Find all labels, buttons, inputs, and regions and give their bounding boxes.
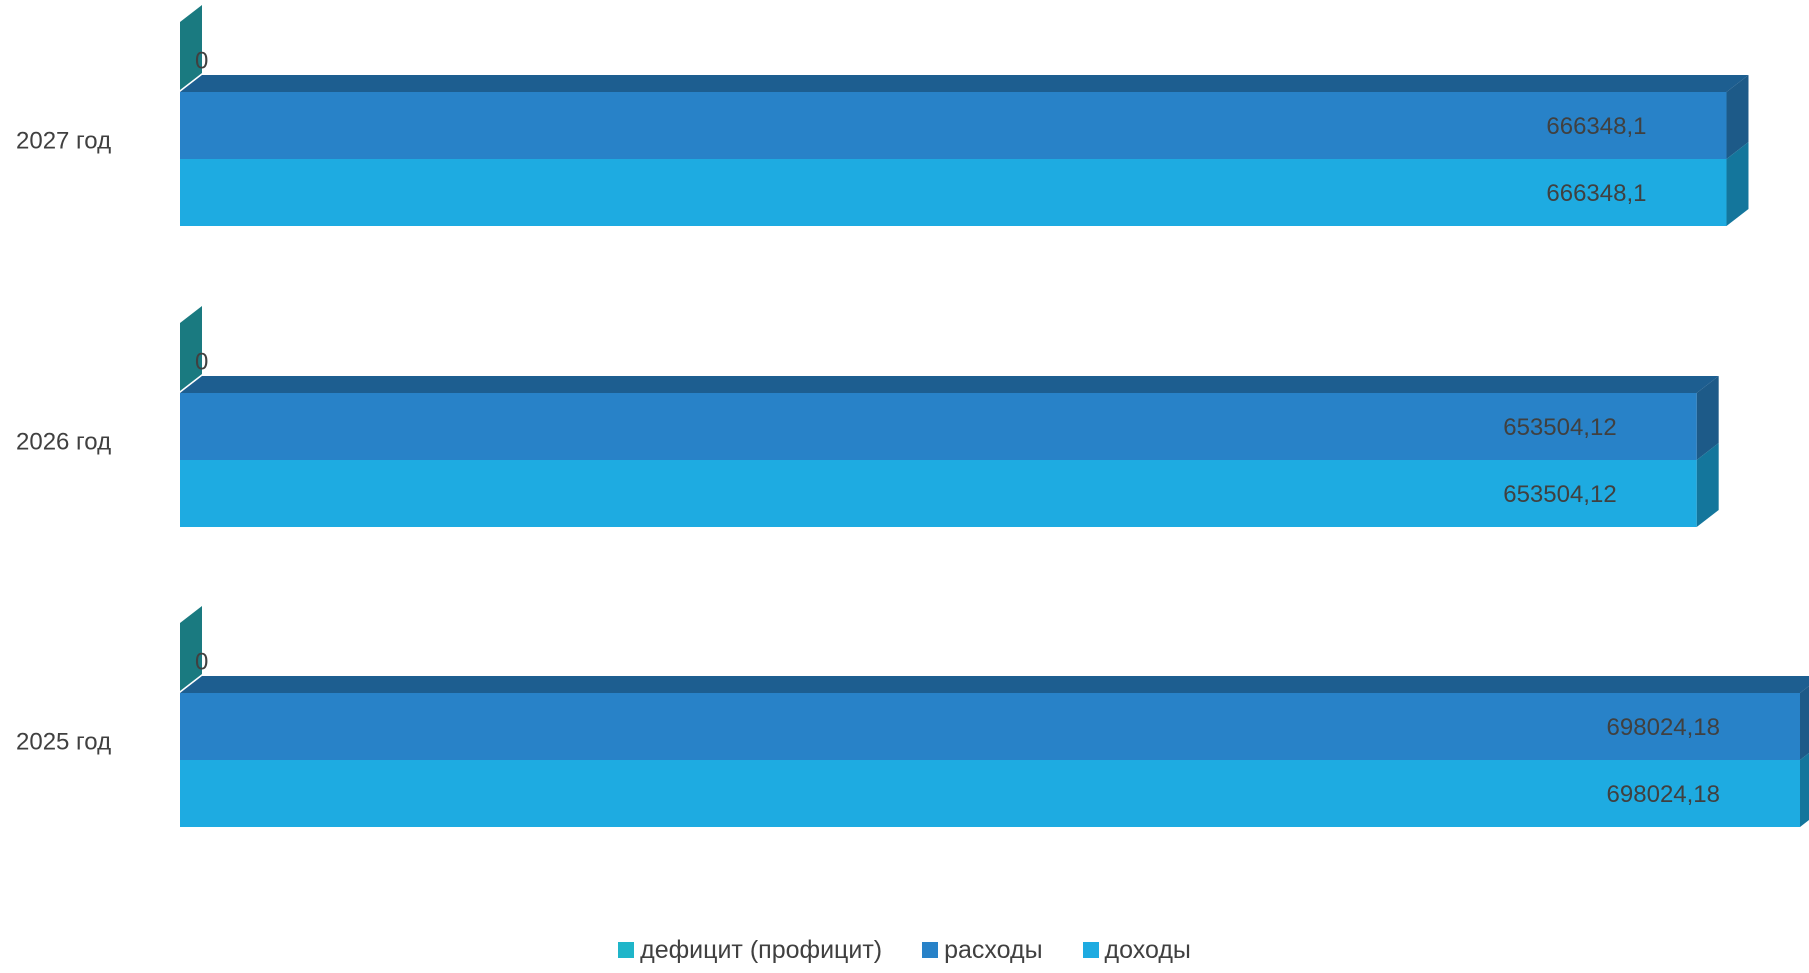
legend-swatch-income xyxy=(1082,942,1099,958)
legend-label-deficit: дефицит (профицит) xyxy=(640,935,883,964)
expenses-bar-top xyxy=(180,75,1749,92)
income-bar-side xyxy=(1800,753,1809,827)
expenses-bar xyxy=(180,393,1697,460)
category-label: 2025 год xyxy=(16,728,111,755)
data-label-expenses: 698024,18 xyxy=(1607,714,1720,741)
data-label-deficit: 0 xyxy=(195,648,208,675)
income-bar xyxy=(180,159,1727,226)
category-label: 2026 год xyxy=(16,428,111,455)
legend-label-expenses: расходы xyxy=(944,935,1043,964)
deficit-bar xyxy=(180,306,202,391)
income-bar xyxy=(180,760,1800,827)
legend-item-deficit: дефицит (профицит) xyxy=(618,936,882,965)
income-bar-side xyxy=(1696,443,1719,527)
expenses-bar-side xyxy=(1800,686,1809,760)
expenses-bar-top xyxy=(180,376,1719,393)
expenses-bar xyxy=(180,693,1800,760)
legend-item-expenses: расходы xyxy=(922,935,1043,965)
data-label-expenses: 666348,1 xyxy=(1546,113,1646,140)
legend: дефицит (профицит) расходы доходы xyxy=(0,934,1809,966)
data-label-deficit: 0 xyxy=(195,47,208,74)
category-label: 2027 год xyxy=(16,127,111,154)
expenses-bar-side xyxy=(1726,75,1749,159)
expenses-bar-side xyxy=(1696,376,1719,460)
legend-item-income: доходы xyxy=(1082,935,1191,965)
income-bar-side xyxy=(1726,142,1749,226)
income-bar xyxy=(180,460,1697,527)
legend-swatch-expenses xyxy=(922,942,939,958)
legend-swatch-deficit xyxy=(618,942,635,958)
expenses-bar-top xyxy=(180,676,1809,693)
data-label-expenses: 653504,12 xyxy=(1503,414,1616,441)
legend-label-income: доходы xyxy=(1104,935,1191,964)
expenses-bar xyxy=(180,92,1727,159)
data-label-deficit: 0 xyxy=(195,348,208,375)
deficit-bar xyxy=(180,5,202,90)
data-label-income: 653504,12 xyxy=(1503,481,1616,508)
deficit-bar xyxy=(180,606,202,691)
data-label-income: 666348,1 xyxy=(1546,180,1646,207)
data-label-income: 698024,18 xyxy=(1607,781,1720,808)
